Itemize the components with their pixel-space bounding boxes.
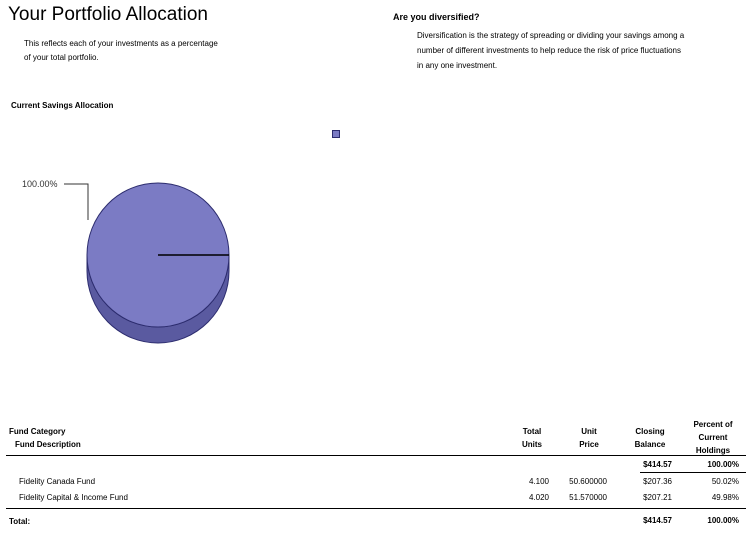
- fund-description: Fidelity Capital & Income Fund: [19, 493, 128, 502]
- closing-balance: $207.36: [643, 477, 672, 486]
- header-line: Percent of: [693, 420, 733, 429]
- column-header-percent-holdings: Percent of Current Holdings: [680, 418, 746, 457]
- diversified-heading: Are you diversified?: [393, 12, 480, 22]
- column-header-fund-category: Fund Category: [9, 427, 66, 436]
- total-balance: $414.57: [643, 516, 672, 525]
- total-units: 4.020: [528, 493, 549, 502]
- percent-holdings: 50.02%: [711, 477, 739, 486]
- intro-text: This reflects each of your investments a…: [24, 39, 218, 62]
- header-line: Current: [698, 433, 728, 442]
- fund-description: Fidelity Canada Fund: [19, 477, 96, 486]
- header-line: Holdings: [695, 446, 731, 455]
- pie-leader-line: [64, 183, 89, 220]
- header-line: Total: [522, 427, 542, 436]
- total-percent: 100.00%: [707, 516, 739, 525]
- column-header-closing-balance: Closing Balance: [628, 425, 672, 451]
- column-header-unit-price: Unit Price: [570, 425, 608, 451]
- header-line: Balance: [634, 440, 666, 449]
- subtotal-rule: [640, 472, 746, 473]
- subtotal-percent: 100.00%: [707, 460, 739, 469]
- header-line: Closing: [635, 427, 665, 436]
- pie-slice-label: 100.00%: [22, 179, 58, 189]
- unit-price: 51.570000: [569, 493, 607, 502]
- header-line: Units: [522, 440, 542, 449]
- column-header-fund-description: Fund Description: [15, 440, 81, 449]
- percent-holdings: 49.98%: [711, 493, 739, 502]
- total-label: Total:: [9, 517, 31, 526]
- total-rule: [6, 508, 746, 509]
- pie-chart: [64, 182, 230, 344]
- header-line: Unit: [581, 427, 597, 436]
- diversified-text: Diversification is the strategy of sprea…: [417, 31, 685, 70]
- legend-swatch: [332, 130, 340, 138]
- header-line: Price: [579, 440, 599, 449]
- unit-price: 50.600000: [569, 477, 607, 486]
- chart-title: Current Savings Allocation: [11, 101, 114, 110]
- page-title: Your Portfolio Allocation: [8, 4, 208, 25]
- subtotal-balance: $414.57: [643, 460, 672, 469]
- column-header-total-units: Total Units: [515, 425, 549, 451]
- header-rule: [6, 455, 746, 456]
- closing-balance: $207.21: [643, 493, 672, 502]
- total-units: 4.100: [528, 477, 549, 486]
